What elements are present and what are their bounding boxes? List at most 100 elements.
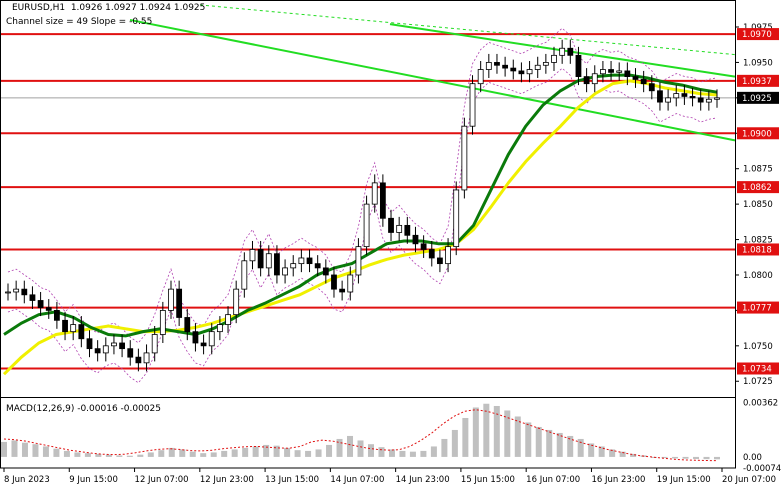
candle-body	[665, 97, 672, 103]
candle-body	[640, 79, 647, 85]
candle-body	[583, 76, 590, 85]
candle-body	[298, 257, 305, 265]
level-label-bg	[737, 362, 779, 375]
macd-extra-tick-label: -0.00074	[743, 464, 781, 474]
macd-bar	[315, 449, 322, 457]
candle-body	[119, 342, 125, 350]
macd-bar	[483, 403, 490, 457]
macd-bar	[619, 451, 626, 457]
candle-body	[689, 96, 696, 99]
candle-body	[78, 324, 85, 340]
candle-body	[412, 234, 419, 245]
candle-body	[608, 69, 614, 73]
candle-body	[216, 324, 223, 333]
macd-bar	[630, 453, 637, 457]
candle-body	[624, 70, 631, 77]
macd-bar	[462, 417, 469, 457]
y-tick-label: 1.0725	[743, 377, 773, 387]
candle-body	[306, 257, 313, 265]
candle-body	[225, 314, 231, 325]
macd-bar	[305, 450, 312, 457]
candle-body	[322, 267, 329, 276]
level-label: 1.0937	[742, 77, 772, 87]
macd-bar	[703, 456, 710, 460]
macd-bar	[200, 453, 207, 457]
candle-body	[249, 249, 256, 262]
candle-body	[591, 73, 598, 85]
macd-bar	[682, 456, 689, 459]
macd-bar	[326, 444, 333, 457]
macd-bar	[420, 450, 427, 457]
candle-body	[559, 47, 566, 56]
candle-body	[159, 309, 166, 335]
candle-body	[192, 331, 199, 344]
candle-body	[420, 243, 427, 250]
candle-body	[567, 47, 574, 56]
macd-bar	[158, 450, 165, 457]
candle-body	[355, 246, 362, 276]
candle-body	[502, 64, 509, 69]
candle-body	[437, 257, 443, 265]
x-tick-label: 20 Jun 07:00	[722, 475, 776, 485]
y-tick-label: 1.0850	[743, 200, 773, 210]
macd-bar	[714, 456, 720, 460]
candle-body	[29, 294, 36, 301]
macd-bar	[147, 452, 154, 457]
macd-bar	[1, 441, 7, 457]
candle-body	[37, 300, 44, 308]
level-label-bg	[737, 301, 779, 314]
candle-body	[526, 69, 533, 75]
candle-body	[102, 345, 109, 354]
macd-label: MACD(12,26,9) -0.00016 -0.00025	[6, 404, 162, 414]
candle-body	[648, 83, 655, 92]
macd-bar	[357, 440, 364, 457]
macd-bar	[231, 449, 238, 457]
level-lines	[0, 33, 735, 370]
candle-body	[714, 97, 720, 100]
candle-body	[461, 125, 468, 191]
candle-body	[168, 288, 174, 311]
macd-bar	[556, 432, 563, 457]
macd-panel	[1, 403, 720, 462]
candle-body	[379, 182, 386, 219]
macd-bar	[137, 454, 144, 457]
candle-body	[53, 309, 60, 321]
level-label: 1.0970	[742, 30, 772, 40]
macd-bar	[84, 453, 91, 457]
candle-body	[339, 288, 346, 293]
candle-body	[282, 267, 288, 276]
candle-body	[477, 69, 484, 85]
macd-bar	[430, 446, 437, 457]
macd-bar	[546, 429, 553, 457]
x-tick-label: 19 Jun 15:00	[657, 475, 711, 485]
macd-bar	[493, 405, 500, 457]
macd-bar	[294, 450, 301, 457]
macd-bar	[672, 456, 679, 459]
candle-body	[494, 62, 500, 66]
macd-bar	[32, 444, 39, 457]
x-tick-label: 14 Jun 07:00	[330, 475, 384, 485]
macd-bar	[661, 456, 668, 458]
current-price-label: 1.0925	[742, 94, 772, 104]
candle-body	[600, 69, 606, 75]
candle-body	[208, 331, 215, 347]
level-label-bg	[737, 181, 779, 194]
x-tick-label: 8 Jun 2023	[4, 475, 50, 485]
candle-body	[233, 288, 240, 316]
candle-body	[21, 288, 28, 296]
candle-body	[143, 352, 150, 364]
price-axis-labels: 1.0970 1.0937 1.0900 1.0862 1.0818 1.0777 1.07…	[737, 28, 779, 375]
macd-bar	[693, 456, 700, 460]
macd-bar	[11, 440, 18, 457]
price-candles	[5, 39, 720, 372]
candle-body	[428, 249, 435, 259]
candle-body	[396, 224, 403, 233]
candle-body	[314, 263, 321, 269]
candle-body	[5, 291, 11, 294]
macd-bar	[42, 446, 49, 457]
x-tick-label: 16 Jun 07:00	[526, 475, 580, 485]
macd-bar	[210, 452, 217, 457]
candle-body	[681, 93, 688, 97]
macd-bar	[263, 444, 270, 457]
